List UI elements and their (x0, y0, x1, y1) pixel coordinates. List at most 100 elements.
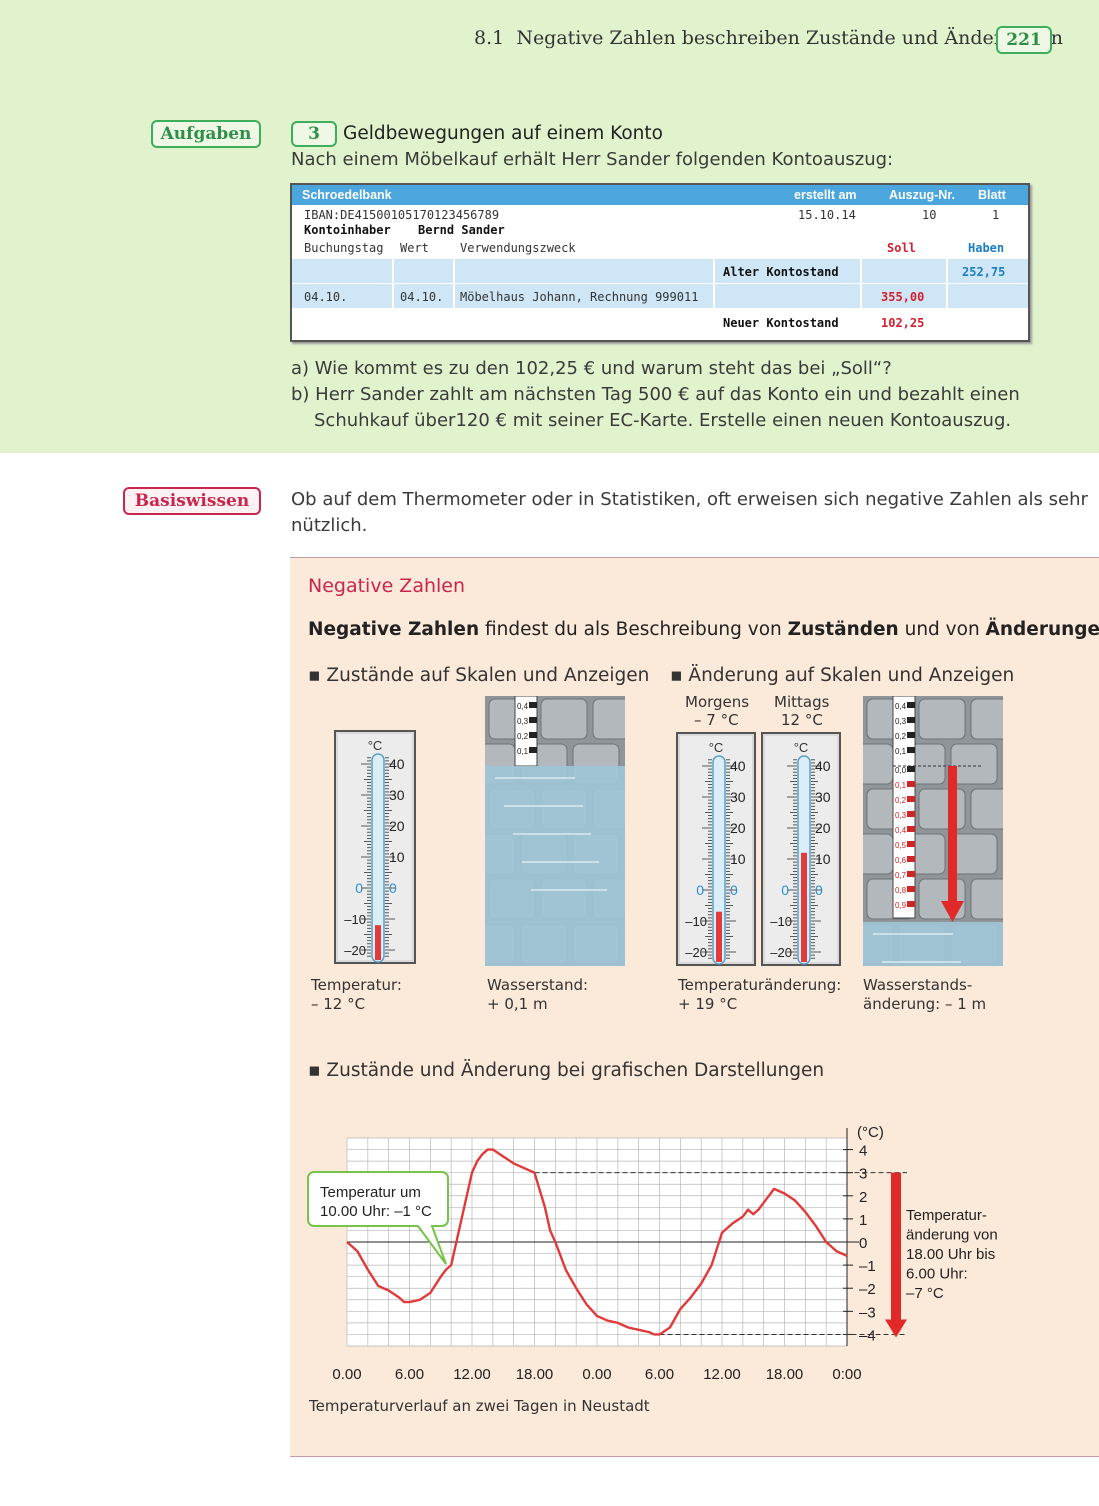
caption-temperatur-l1: Temperatur: (311, 976, 402, 994)
change-annotation-line: änderung von (906, 1227, 998, 1244)
thermometer-tube (371, 753, 385, 963)
scale-label: –10 (344, 912, 366, 927)
gauge-label: 0,2 (895, 796, 907, 805)
gauge-mark (907, 747, 915, 753)
gauge-label: 0,6 (895, 856, 907, 865)
bullet-aenderung: ▪ Änderung auf Skalen und Anzeigen (670, 665, 1015, 686)
caption-wasserstand-l1: Wasserstand: (487, 976, 589, 994)
gauge-mark (907, 886, 915, 892)
gauge-mark (529, 702, 537, 708)
gauge-label: 0,3 (895, 717, 907, 726)
scale-label: 10 (389, 849, 405, 865)
scale-label: –20 (770, 945, 792, 960)
change-annotation-line: 18.00 Uhr bis (906, 1246, 995, 1263)
gauge-label: 0,7 (895, 871, 907, 880)
scale-label: 40 (815, 758, 831, 774)
info-box-lead: Negative Zahlen findest du als Beschreib… (308, 619, 1099, 640)
wall-stone (918, 878, 966, 920)
caption-temperatur-l2: – 12 °C (311, 995, 366, 1013)
caption-wasserstand-l2: + 0,1 m (487, 995, 548, 1013)
auszug-label: Auszug-Nr. (889, 188, 955, 202)
gauge-label: 0,4 (517, 702, 529, 711)
water-gauge-change: 0,4 0,3 0,2 0,1 0,0 0,1 0,2 0,3 0,4 0,5 0,6 0,7 0,8 0… (863, 696, 1003, 966)
x-tick-label: 18.00 (766, 1366, 804, 1383)
thermometer-state: °C 40 30 20 10 0 0 –10 –20 (334, 730, 416, 964)
scale-label-zero: 0 (781, 882, 789, 898)
scale-label: 30 (730, 789, 746, 805)
section-title: Negative Zahlen beschreiben Zustände und… (516, 27, 1063, 49)
wall-stone (863, 743, 894, 785)
lead-bold-zustaenden: Zuständen (787, 619, 899, 640)
scale-label-zero: 0 (389, 880, 397, 896)
bullet-zustaende: ▪ Zustände auf Skalen und Anzeigen (308, 665, 650, 686)
row-soll-value: 355,00 (881, 290, 925, 304)
callout-text-line2: 10.00 Uhr: –1 °C (320, 1203, 432, 1220)
gauge-label: 0,0 (895, 766, 907, 775)
gauge-label: 0,4 (895, 826, 907, 835)
scale-label-zero: 0 (730, 882, 738, 898)
wall (863, 696, 1003, 966)
scale-label: –10 (770, 914, 792, 929)
thermometer-liquid (716, 911, 722, 962)
statement-row-alter (292, 259, 1028, 283)
y-tick-label: –1 (859, 1258, 876, 1275)
gauge-label: 0,4 (895, 702, 907, 711)
y-tick-label: 1 (859, 1212, 867, 1229)
task-intro: Nach einem Möbelkauf erhält Herr Sander … (291, 149, 894, 170)
blatt-nr: 1 (992, 208, 1000, 222)
scale-label: 30 (815, 789, 831, 805)
owner-label: Kontoinhaber (304, 223, 391, 237)
x-tick-label: 0.00 (582, 1366, 611, 1383)
alter-kontostand-label: Alter Kontostand (723, 265, 839, 279)
scale-label-zero: 0 (815, 882, 823, 898)
gauge-mark (907, 781, 915, 787)
lead-bold-aenderungen: Änderungen (985, 619, 1099, 640)
y-tick-label: 4 (859, 1143, 867, 1160)
basiswissen-intro-line1: Ob auf dem Thermometer oder in Statistik… (291, 489, 1088, 510)
scale-label: –20 (344, 943, 366, 958)
gauge-mark (907, 871, 915, 877)
neuer-kontostand-value: 102,25 (881, 316, 925, 330)
owner-name: Bernd Sander (418, 223, 505, 237)
callout-box (307, 1171, 449, 1265)
x-tick-label: 12.00 (703, 1366, 741, 1383)
wall-stone (970, 878, 1003, 920)
scale-label: 40 (730, 758, 746, 774)
section-number: 8.1 (474, 27, 505, 49)
x-tick-label: 0:00 (832, 1366, 861, 1383)
row-buchungstag: 04.10. (304, 290, 348, 304)
change-arrow-shaft (948, 766, 957, 901)
running-header: 8.1 Negative Zahlen beschreiben Zustände… (474, 27, 1063, 49)
gauge-mark (907, 856, 915, 862)
statement-divider (946, 259, 948, 308)
scale-label: 40 (389, 756, 405, 772)
statement-date: 15.10.14 (798, 208, 856, 222)
lead-text-1: findest du als Beschreibung von (479, 619, 788, 640)
scale-label: –10 (685, 914, 707, 929)
mittags-label: Mittags (774, 693, 830, 711)
gauge-mark (529, 717, 537, 723)
wall-stone (918, 698, 966, 740)
col-haben: Haben (968, 241, 1005, 255)
scale-label: –20 (685, 945, 707, 960)
scale-label: 10 (815, 851, 831, 867)
water (485, 766, 625, 966)
neuer-kontostand-label: Neuer Kontostand (723, 316, 839, 330)
gauge-mark (907, 702, 915, 708)
water (863, 922, 1003, 966)
gauge-label: 0,1 (895, 781, 907, 790)
created-label: erstellt am (794, 188, 857, 202)
question-b-line1: b) Herr Sander zahlt am nächsten Tag 500… (291, 384, 1020, 405)
x-tick-label: 18.00 (516, 1366, 554, 1383)
row-verwendungszweck: Möbelhaus Johann, Rechnung 999011 (460, 290, 699, 304)
page-number: 221 (996, 26, 1052, 54)
col-wert: Wert (400, 241, 429, 255)
y-tick-label: –4 (859, 1327, 876, 1344)
x-tick-label: 12.00 (453, 1366, 491, 1383)
bullet-aenderung-text: Änderung auf Skalen und Anzeigen (688, 665, 1015, 686)
question-a: a) Wie kommt es zu den 102,25 € und waru… (291, 358, 892, 379)
info-box-title: Negative Zahlen (308, 575, 466, 597)
thermometer-unit: °C (794, 740, 809, 755)
scale-label: 10 (730, 851, 746, 867)
wall-stone (950, 833, 998, 875)
